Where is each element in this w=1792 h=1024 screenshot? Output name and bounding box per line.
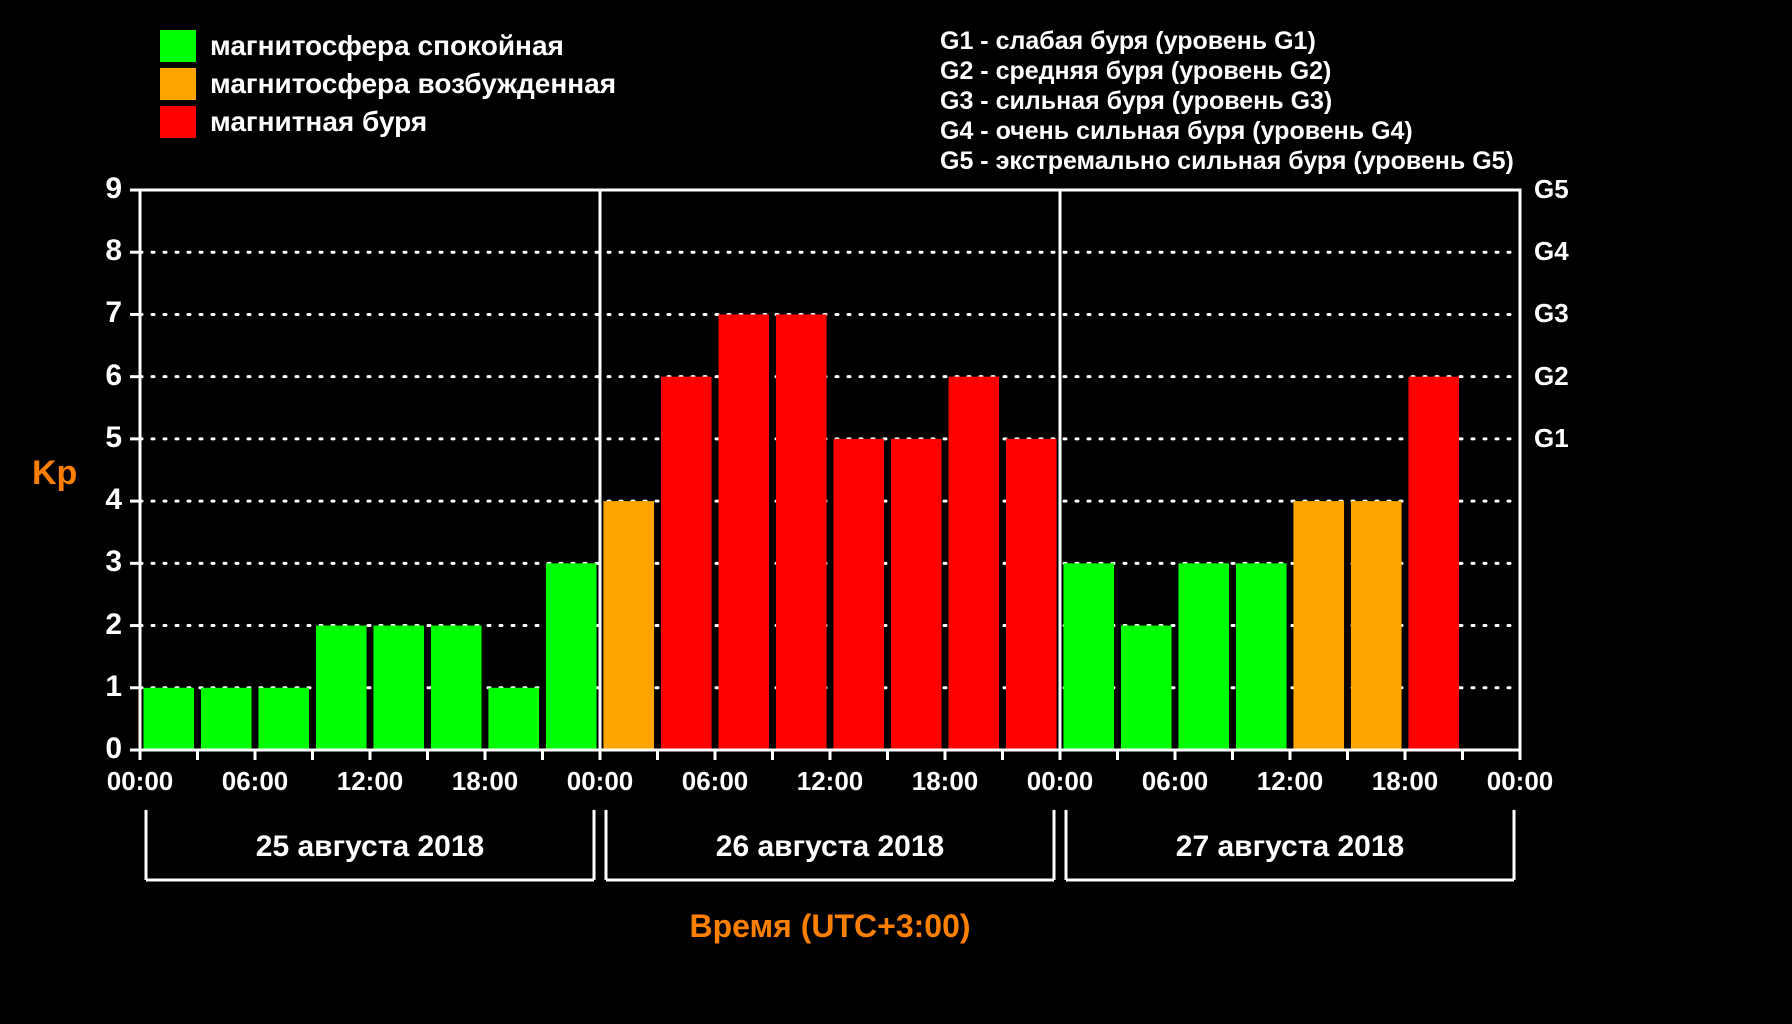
y-tick-0: 0 [82,732,122,766]
x-tick-d1-06:00: 06:00 [682,766,749,797]
chart-container: магнитосфера спокойная магнитосфера возб… [0,0,1792,1024]
x-tick-d0-00:00: 00:00 [107,766,174,797]
date-label-2: 27 августа 2018 [1176,830,1404,864]
y-tick-1: 1 [82,670,122,704]
x-tick-d2-06:00: 06:00 [1142,766,1209,797]
date-label-1: 26 августа 2018 [716,830,944,864]
x-axis-title: Время (UTC+3:00) [689,908,970,945]
x-tick-d2-00:00: 00:00 [1027,766,1094,797]
y-tick-8: 8 [82,234,122,268]
y-tick-6: 6 [82,359,122,393]
x-tick-d0-12:00: 12:00 [337,766,404,797]
y-tick-7: 7 [82,296,122,330]
x-tick-end: 00:00 [1487,766,1554,797]
x-tick-d1-00:00: 00:00 [567,766,634,797]
g-label-G1: G1 [1534,423,1569,454]
date-label-0: 25 августа 2018 [256,830,484,864]
g-label-G3: G3 [1534,298,1569,329]
x-tick-d1-12:00: 12:00 [797,766,864,797]
kp-bar-chart [0,0,1792,1024]
y-tick-4: 4 [82,483,122,517]
x-tick-d2-12:00: 12:00 [1257,766,1324,797]
y-tick-5: 5 [82,421,122,455]
y-tick-2: 2 [82,608,122,642]
g-label-G2: G2 [1534,361,1569,392]
y-tick-3: 3 [82,545,122,579]
x-tick-d0-06:00: 06:00 [222,766,289,797]
x-tick-d2-18:00: 18:00 [1372,766,1439,797]
x-tick-d1-18:00: 18:00 [912,766,979,797]
g-label-G4: G4 [1534,236,1569,267]
g-label-G5: G5 [1534,174,1569,205]
y-tick-9: 9 [82,172,122,206]
x-tick-d0-18:00: 18:00 [452,766,519,797]
